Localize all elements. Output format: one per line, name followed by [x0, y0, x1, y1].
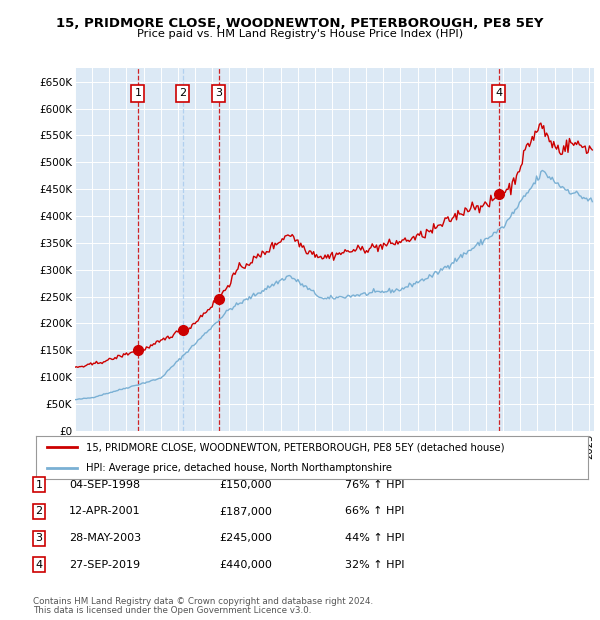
Text: 66% ↑ HPI: 66% ↑ HPI: [345, 507, 404, 516]
Text: £150,000: £150,000: [219, 480, 272, 490]
Text: 15, PRIDMORE CLOSE, WOODNEWTON, PETERBOROUGH, PE8 5EY: 15, PRIDMORE CLOSE, WOODNEWTON, PETERBOR…: [56, 17, 544, 30]
Text: £440,000: £440,000: [219, 560, 272, 570]
Text: 44% ↑ HPI: 44% ↑ HPI: [345, 533, 404, 543]
Text: This data is licensed under the Open Government Licence v3.0.: This data is licensed under the Open Gov…: [33, 606, 311, 615]
Text: 4: 4: [35, 560, 43, 570]
Text: Contains HM Land Registry data © Crown copyright and database right 2024.: Contains HM Land Registry data © Crown c…: [33, 597, 373, 606]
Text: 04-SEP-1998: 04-SEP-1998: [69, 480, 140, 490]
Text: 4: 4: [495, 89, 502, 99]
Text: £187,000: £187,000: [219, 507, 272, 516]
Text: £245,000: £245,000: [219, 533, 272, 543]
Text: 3: 3: [215, 89, 223, 99]
Text: 3: 3: [35, 533, 43, 543]
Text: 2: 2: [179, 89, 186, 99]
Text: 15, PRIDMORE CLOSE, WOODNEWTON, PETERBOROUGH, PE8 5EY (detached house): 15, PRIDMORE CLOSE, WOODNEWTON, PETERBOR…: [86, 442, 504, 452]
Text: HPI: Average price, detached house, North Northamptonshire: HPI: Average price, detached house, Nort…: [86, 463, 392, 473]
Text: 27-SEP-2019: 27-SEP-2019: [69, 560, 140, 570]
Text: 1: 1: [35, 480, 43, 490]
Text: 12-APR-2001: 12-APR-2001: [69, 507, 140, 516]
Text: 76% ↑ HPI: 76% ↑ HPI: [345, 480, 404, 490]
Text: 28-MAY-2003: 28-MAY-2003: [69, 533, 141, 543]
Text: 2: 2: [35, 507, 43, 516]
Text: 1: 1: [134, 89, 142, 99]
Text: Price paid vs. HM Land Registry's House Price Index (HPI): Price paid vs. HM Land Registry's House …: [137, 29, 463, 39]
Text: 32% ↑ HPI: 32% ↑ HPI: [345, 560, 404, 570]
